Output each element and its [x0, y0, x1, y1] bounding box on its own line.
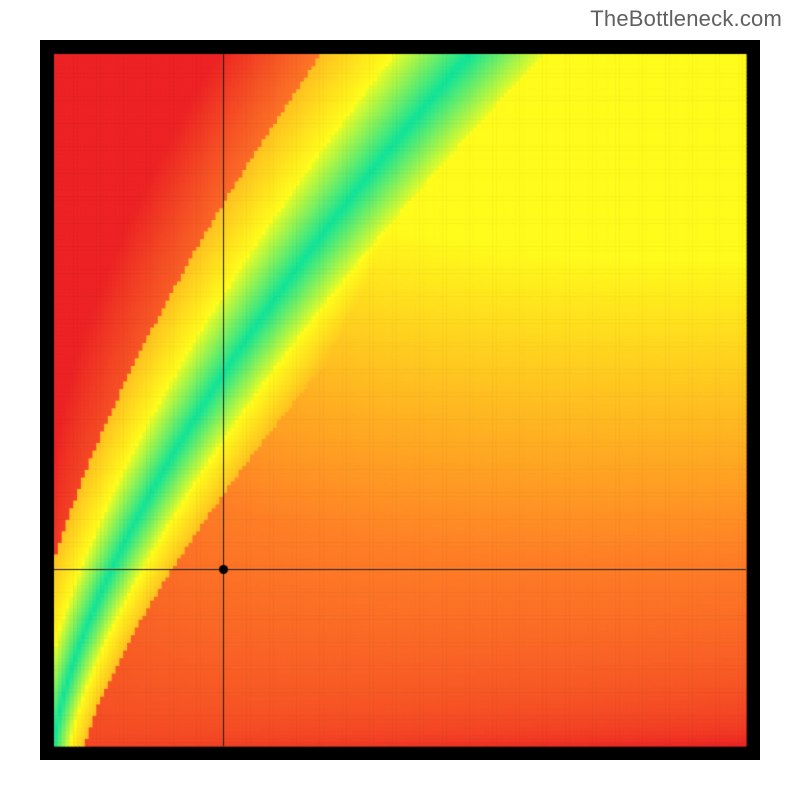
watermark-text: TheBottleneck.com: [590, 6, 782, 32]
heatmap-canvas: [40, 40, 760, 760]
bottleneck-heatmap: [40, 40, 760, 760]
